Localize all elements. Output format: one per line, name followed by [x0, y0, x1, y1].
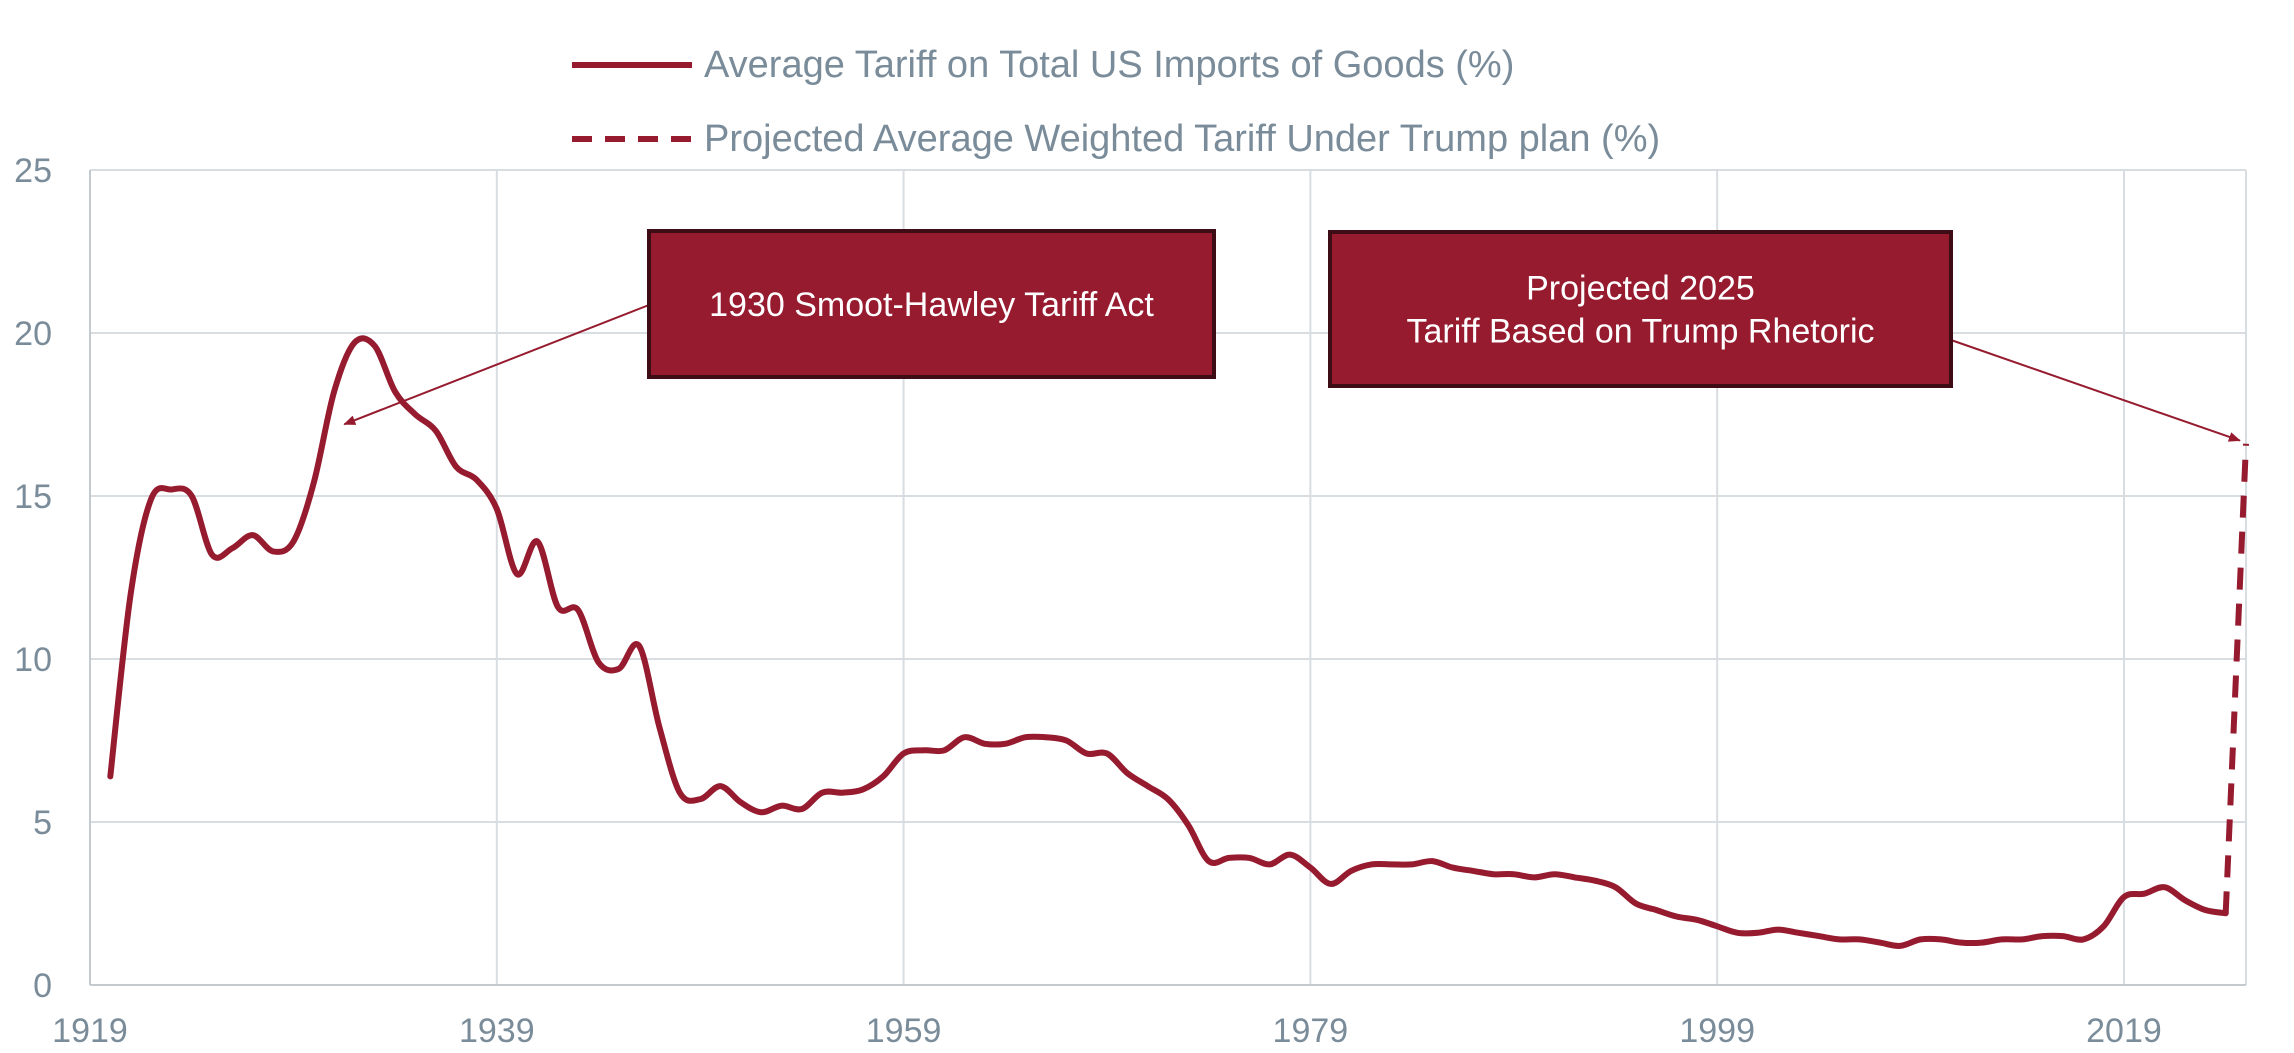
series-lines [107, 335, 2249, 949]
annotations: 1930 Smoot-Hawley Tariff Act Projected 20… [343, 229, 2241, 442]
legend-label-actual: Average Tariff on Total US Imports of Go… [704, 44, 1514, 86]
annotation-label: Tariff Based on Trump Rhetoric [1406, 313, 1874, 351]
x-tick-label: 1959 [866, 1012, 942, 1050]
y-tick-label: 5 [33, 804, 52, 842]
annotation-box [1328, 230, 1953, 388]
annotation-arrow [1950, 339, 2241, 442]
axes: 0 5 10 15 20 25 1919 1939 1959 1979 1999 2019 [14, 152, 2246, 1050]
x-tick-label: 1999 [1679, 1012, 1755, 1050]
x-tick-label: 1979 [1273, 1012, 1349, 1050]
y-tick-label: 25 [14, 152, 52, 190]
legend: Average Tariff on Total US Imports of Go… [572, 44, 1660, 160]
y-tick-label: 10 [14, 641, 52, 679]
y-tick-label: 0 [33, 967, 52, 1005]
annotation-arrow [343, 304, 650, 426]
legend-label-projected: Projected Average Weighted Tariff Under … [704, 118, 1660, 160]
annotation-label: Projected 2025 [1526, 270, 1755, 308]
x-tick-label: 2019 [2086, 1012, 2162, 1050]
y-tick-label: 20 [14, 315, 52, 353]
y-tick-label: 15 [14, 478, 52, 516]
x-tick-label: 1939 [459, 1012, 535, 1050]
x-tick-label: 1919 [52, 1012, 128, 1050]
annotation-box [647, 229, 1216, 379]
series-line-projected [2222, 443, 2249, 914]
series-line-actual [107, 335, 2229, 949]
annotation-label: 1930 Smoot-Hawley Tariff Act [709, 286, 1154, 324]
